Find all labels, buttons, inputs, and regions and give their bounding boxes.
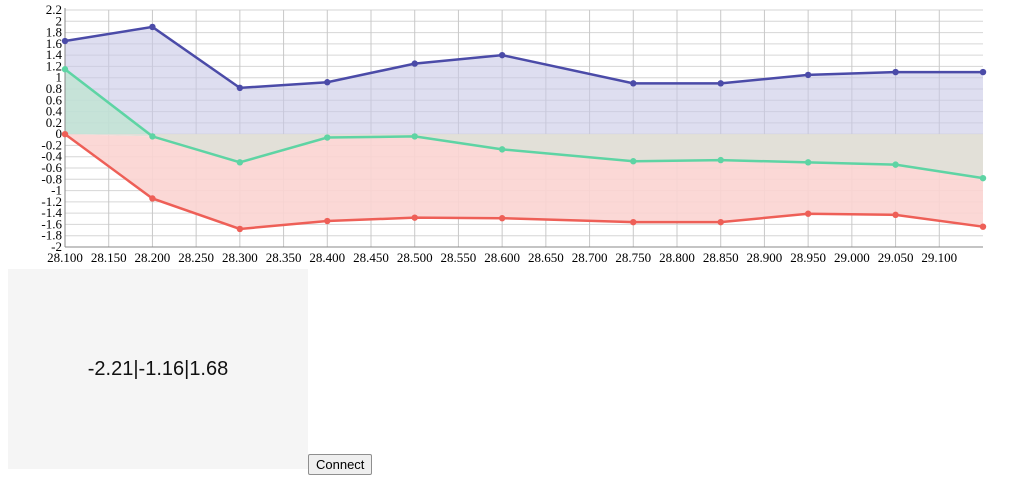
chart-points [61,23,987,233]
y-tick-label: -1.4 [41,205,62,220]
y-tick-label: 0 [56,126,63,141]
series-1-point [892,68,899,76]
y-tick-label: 1.2 [46,58,62,73]
series-2-point [717,156,724,164]
series-1-point [630,80,637,87]
series-3-point [236,225,244,233]
x-tick-label: 28.800 [659,250,695,265]
area-series-2-negative [65,134,983,179]
series-3-point [411,214,418,221]
series-1-point [979,68,987,76]
series-1-point [498,51,506,59]
x-tick-label: 28.200 [135,250,171,265]
x-tick-label: 28.350 [266,250,302,265]
readout-value: -2.21|-1.16|1.68 [87,357,229,380]
y-tick-label: 1.8 [46,25,62,40]
x-tick-label: 28.900 [747,250,783,265]
y-tick-label: 0.8 [46,81,62,96]
x-axis-labels: 28.100 28.150 28.200 28.250 28.300 28.350 28.4… [47,250,957,265]
x-tick-label: 29.050 [878,250,914,265]
series-2-point [324,134,331,141]
series-1-point [717,80,724,87]
series-1-point [61,37,69,45]
x-tick-label: 28.300 [222,250,258,265]
y-tick-label: 2 [56,13,63,28]
chart-axes [64,8,983,248]
y-tick-label: 2.2 [46,2,62,17]
series-3-point [324,217,331,225]
y-tick-label: 0.2 [46,115,62,130]
series-1-point [411,60,418,67]
x-tick-label: 29.000 [834,250,870,265]
y-tick-label: -0.2 [41,137,62,152]
area-series-1 [65,26,983,135]
series-2-point [979,174,987,182]
y-tick-label: -2 [51,239,62,254]
y-tick-label: 0.6 [46,92,63,107]
y-tick-label: -0.8 [41,171,62,186]
y-tick-label: 0.4 [46,104,63,119]
series-3-point [892,211,899,219]
series-2-point [61,66,69,73]
x-tick-label: 28.650 [528,250,564,265]
x-tick-label: 28.250 [178,250,214,265]
x-tick-label: 28.400 [309,250,345,265]
y-tick-label: -0.4 [41,149,62,164]
series-3-point [979,223,987,230]
x-tick-label: 28.950 [790,250,826,265]
series-1-point [149,23,156,31]
y-tick-label: -1.6 [41,216,62,231]
x-tick-label: 28.700 [572,250,608,265]
y-tick-label: 1.6 [46,36,63,51]
area-series-3 [65,134,983,229]
y-tick-label: -1.8 [41,228,62,243]
series-2-point [236,159,244,166]
x-tick-label: 29.100 [921,250,957,265]
x-tick-label: 28.750 [615,250,651,265]
series-2-point [411,133,418,140]
series-1-point [236,84,244,92]
series-2-point [149,133,156,140]
series-1-point [324,79,331,86]
area-chart: 2.221.81.61.41.210.80.60.40.20-0.2-0.4-0… [41,2,987,265]
series-1-point [804,71,812,79]
x-tick-label: 28.100 [47,250,83,265]
y-tick-label: -1 [51,183,62,198]
x-tick-label: 28.450 [353,250,389,265]
x-tick-label: 28.550 [441,250,477,265]
series-3-point [149,195,156,202]
x-tick-label: 28.850 [703,250,739,265]
y-axis-labels: 2.221.81.61.41.210.80.60.40.20-0.2-0.4-0… [41,2,62,254]
series-3-point [717,218,724,226]
series-2-point [892,161,899,168]
series-2-point [498,146,506,153]
y-tick-label: 1 [56,70,63,85]
series-3-point [804,210,812,217]
x-tick-label: 28.150 [91,250,127,265]
series-3-point [630,218,637,226]
chart-fills [65,26,983,229]
y-tick-label: -1.2 [41,194,62,209]
y-tick-label: -0.6 [41,160,62,175]
readout-panel: -2.21|-1.16|1.68 [8,269,308,469]
series-2-point [630,158,637,165]
connect-button[interactable]: Connect [308,454,373,475]
y-tick-label: 1.4 [46,47,63,62]
series-2-point [804,159,812,166]
x-tick-label: 28.500 [397,250,433,265]
series-3-point [498,215,506,222]
x-tick-label: 28.600 [484,250,520,265]
series-3-point [61,130,69,138]
